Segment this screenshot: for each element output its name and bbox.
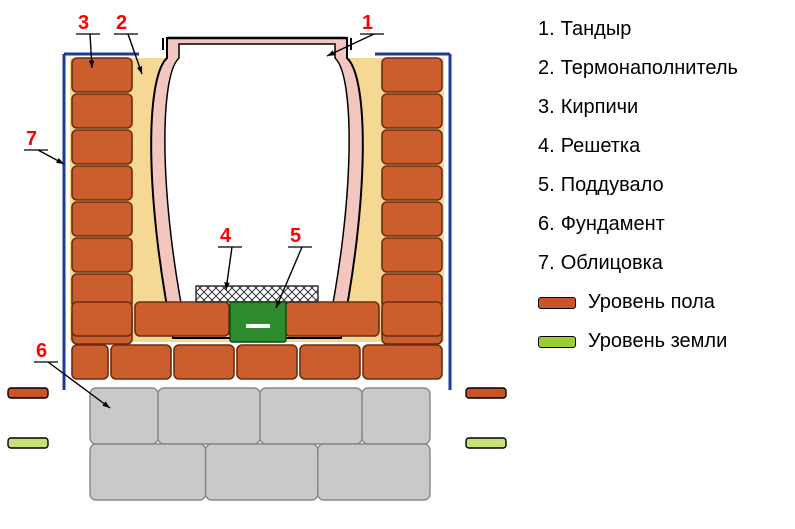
legend-num: 4. xyxy=(538,135,555,158)
callout-2: 2 xyxy=(116,12,127,35)
legend-item: 5. Поддувало xyxy=(538,174,738,197)
legend-item: 7. Облицовка xyxy=(538,252,738,275)
legend-label: Поддувало xyxy=(561,174,664,197)
legend-item: 3. Кирпичи xyxy=(538,96,738,119)
legend-num: 1. xyxy=(538,18,555,41)
callout-6: 6 xyxy=(36,340,47,363)
legend-label: Решетка xyxy=(561,135,641,158)
swatch-icon xyxy=(538,297,576,309)
swatch-icon xyxy=(538,336,576,348)
legend-num: 6. xyxy=(538,213,555,236)
legend-label: Тандыр xyxy=(561,18,632,41)
legend-label: Термонаполнитель xyxy=(561,57,738,80)
legend-label: Кирпичи xyxy=(561,96,639,119)
callout-4: 4 xyxy=(220,225,231,248)
legend-num: 7. xyxy=(538,252,555,275)
legend-item: 4. Решетка xyxy=(538,135,738,158)
callout-3: 3 xyxy=(78,12,89,35)
legend-swatch-row: Уровень пола xyxy=(538,291,738,314)
legend-label: Облицовка xyxy=(561,252,663,275)
legend-swatch-row: Уровень земли xyxy=(538,330,738,353)
legend: 1. Тандыр 2. Термонаполнитель 3. Кирпичи 4. Реш… xyxy=(538,18,738,369)
legend-label: Уровень пола xyxy=(588,291,715,314)
legend-label: Уровень земли xyxy=(588,330,727,353)
legend-num: 5. xyxy=(538,174,555,197)
legend-item: 2. Термонаполнитель xyxy=(538,57,738,80)
callout-7: 7 xyxy=(26,128,37,151)
callout-1: 1 xyxy=(362,12,373,35)
legend-num: 3. xyxy=(538,96,555,119)
legend-label: Фундамент xyxy=(561,213,665,236)
legend-item: 1. Тандыр xyxy=(538,18,738,41)
legend-item: 6. Фундамент xyxy=(538,213,738,236)
callout-5: 5 xyxy=(290,225,301,248)
legend-num: 2. xyxy=(538,57,555,80)
